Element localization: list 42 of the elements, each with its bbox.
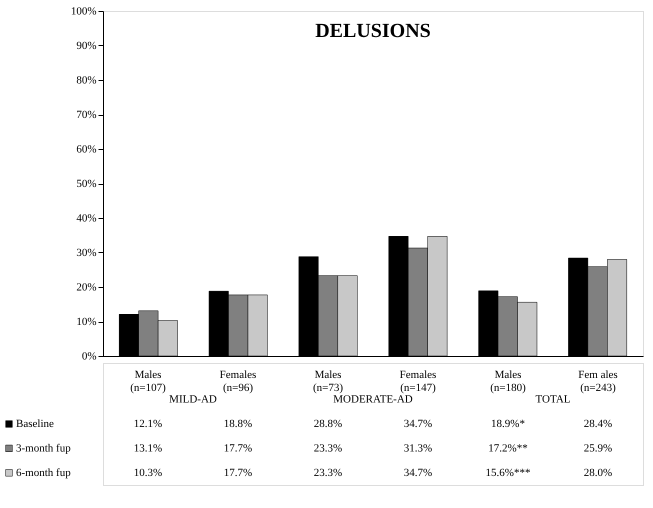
y-tick-label: 50%	[76, 178, 96, 190]
y-tick-label: 100%	[70, 6, 96, 18]
x-tick-label: Females (n=96)	[220, 369, 256, 394]
data-label: 28.8%	[314, 418, 342, 430]
data-label: 13.1%	[134, 442, 162, 454]
data-label: 12.1%	[134, 418, 162, 430]
data-label: 23.3%	[314, 442, 342, 454]
data-label: 15.6%***	[486, 466, 530, 479]
data-label: 17.7%	[224, 466, 252, 479]
x-tick-label: Males (n=73)	[312, 369, 344, 394]
data-label: 34.7%	[404, 418, 432, 430]
y-tick-label: 60%	[76, 144, 96, 156]
data-label: 17.2%**	[488, 442, 528, 454]
y-tick-label: 30%	[76, 247, 96, 259]
data-label: 31.3%	[404, 442, 432, 454]
legend-label: Baseline	[16, 418, 54, 430]
data-label: 10.3%	[134, 466, 162, 479]
text: MILD-AD	[169, 394, 217, 406]
legend-label: 3-month fup	[16, 442, 72, 454]
y-tick-label: 70%	[76, 109, 96, 121]
data-label: 18.8%	[224, 418, 252, 430]
x-tick-label: Fem ales (n=243)	[578, 369, 618, 394]
y-tick-label: 80%	[76, 74, 96, 86]
legend-label: 6-month fup	[16, 466, 72, 479]
x-tick-label: Males (n=180)	[490, 369, 526, 394]
x-tick-label: Females (n=147)	[400, 369, 436, 394]
text: MODERATE-AD	[333, 394, 413, 406]
data-label: 17.7%	[224, 442, 252, 454]
y-tick-label: 90%	[76, 40, 96, 52]
data-label: 23.3%	[314, 466, 342, 479]
data-label: 28.4%	[584, 418, 612, 430]
data-label: 18.9%*	[491, 418, 525, 430]
chart-title: DELUSIONS	[315, 20, 431, 42]
data-label: 28.0%	[584, 466, 612, 479]
y-tick-label: 40%	[76, 212, 96, 224]
text: TOTAL	[536, 394, 571, 406]
y-tick-label: 20%	[76, 282, 96, 294]
y-tick-label: 0%	[82, 350, 96, 362]
data-label: 25.9%	[584, 442, 612, 454]
x-tick-label: Males (n=107)	[130, 369, 166, 394]
data-label: 34.7%	[404, 466, 432, 479]
y-tick-label: 10%	[76, 316, 96, 328]
